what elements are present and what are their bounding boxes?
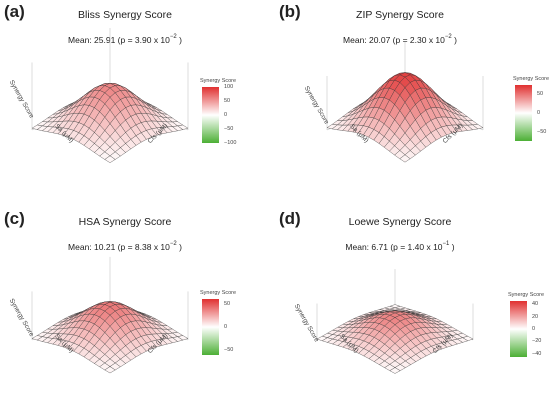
legend-tick-label: 0 [224, 324, 228, 330]
mean-value: Mean: 25.91 (p = 3.90 x 10 [68, 35, 170, 45]
mean-close: ) [449, 242, 455, 252]
surface-plot: Sa (μM) Cfs (μM)Synergy Score [303, 41, 484, 163]
legend-title: Synergy Score [200, 78, 237, 84]
legend-tick-label: −50 [224, 347, 234, 354]
legend-title: Synergy Score [513, 76, 550, 82]
legend-colorbar [202, 299, 219, 355]
surface-mesh [31, 301, 189, 374]
panel-hsa: (c) HSA Synergy Score Mean: 10.21 (p = 8… [0, 207, 275, 413]
color-legend: Synergy Score 50 0 −50 [513, 76, 550, 146]
surface-cell [389, 367, 401, 374]
surface-mesh [31, 83, 189, 163]
mean-text: Mean: 6.71 (p = 1.40 x 10−1 ) [275, 241, 525, 252]
surface-mesh [316, 304, 474, 374]
mean-text: Mean: 10.21 (p = 8.38 x 10−2 ) [0, 241, 250, 252]
panel-label: (b) [279, 2, 301, 21]
color-legend: Synergy Score 40 20 0 −20 −40 [508, 292, 550, 362]
chart-title: HSA Synergy Score [78, 216, 172, 228]
mean-exponent: −2 [169, 34, 177, 41]
legend-colorbar [202, 87, 219, 143]
z-axis-label: Synergy Score [303, 85, 331, 126]
legend-title: Synergy Score [200, 290, 237, 296]
legend-tick-label: 50 [224, 98, 231, 104]
chart-title: Loewe Synergy Score [348, 216, 452, 228]
mean-exponent: −1 [442, 241, 450, 248]
legend-tick-label: −50 [537, 128, 547, 135]
chart-title: ZIP Synergy Score [356, 9, 444, 21]
mean-close: ) [176, 35, 182, 45]
surface-cell [399, 154, 411, 163]
legend-tick-label: −20 [532, 338, 542, 345]
chart-title: Bliss Synergy Score [78, 9, 172, 21]
legend-tick-label: 0 [224, 112, 228, 118]
surface-plot: Sa (μM) Cfs (μM)Synergy Score [8, 28, 189, 163]
mean-value: Mean: 6.71 (p = 1.40 x 10 [345, 242, 443, 252]
z-axis-label: Synergy Score [8, 79, 36, 120]
legend-tick-label: 0 [532, 326, 536, 332]
legend-title: Synergy Score [508, 292, 545, 298]
panel-label: (c) [4, 209, 25, 228]
color-legend: Synergy Score 100 50 0 −50 −100 [200, 78, 260, 148]
mean-close: ) [176, 242, 182, 252]
mean-value: Mean: 10.21 (p = 8.38 x 10 [68, 242, 170, 252]
mean-value: Mean: 20.07 (p = 2.30 x 10 [343, 35, 445, 45]
legend-tick-label: 50 [224, 300, 231, 307]
mean-exponent: −2 [444, 34, 452, 41]
z-axis-label: Synergy Score [293, 303, 321, 344]
mean-text: Mean: 25.91 (p = 3.90 x 10−2 ) [0, 34, 250, 45]
legend-tick-label: 0 [537, 110, 541, 116]
panel-label: (a) [4, 2, 25, 21]
legend-colorbar [510, 301, 527, 357]
surface-plot: Sa (μM) Cfs (μM)Synergy Score [293, 269, 474, 374]
panel-bliss: (a) Bliss Synergy Score Mean: 25.91 (p =… [0, 0, 275, 206]
mean-close: ) [451, 35, 457, 45]
legend-tick-label: −40 [532, 350, 542, 357]
panel-zip: (b) ZIP Synergy Score Mean: 20.07 (p = 2… [275, 0, 550, 206]
surface-mesh [326, 72, 484, 163]
mean-text: Mean: 20.07 (p = 2.30 x 10−2 ) [275, 34, 525, 45]
surface-plot: Sa (μM) Cfs (μM)Synergy Score [8, 256, 189, 374]
color-legend: Synergy Score 50 0 −50 [200, 290, 260, 360]
legend-tick-label: −50 [224, 126, 234, 132]
legend-tick-label: 20 [532, 313, 539, 320]
panel-loewe: (d) Loewe Synergy Score Mean: 6.71 (p = … [275, 207, 550, 413]
legend-tick-label: 40 [532, 301, 539, 308]
legend-tick-label: −100 [224, 140, 237, 146]
panel-label: (d) [279, 209, 301, 228]
surface-cell [104, 366, 116, 374]
legend-tick-label: 100 [224, 84, 234, 90]
z-axis-label: Synergy Score [8, 297, 36, 338]
surface-cell [104, 155, 116, 163]
legend-colorbar [515, 85, 532, 141]
mean-exponent: −2 [169, 241, 177, 248]
legend-tick-label: 50 [537, 91, 544, 98]
